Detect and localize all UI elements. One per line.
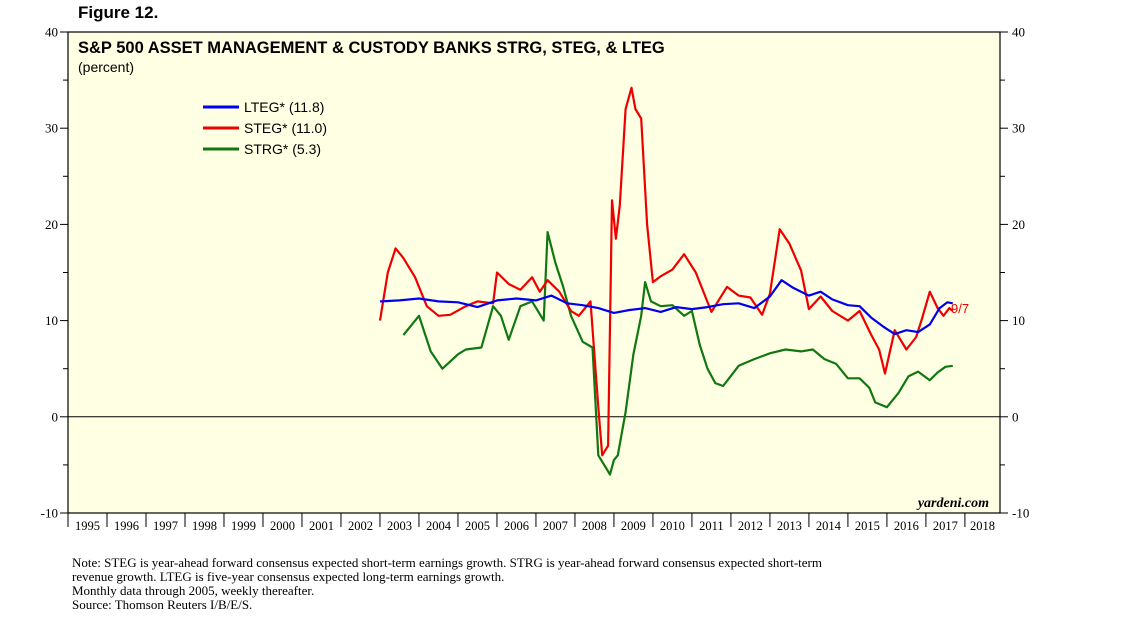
note-line-3: Monthly data through 2005, weekly therea… bbox=[72, 583, 315, 598]
x-tick-label: 1998 bbox=[192, 519, 217, 533]
x-tick-label: 2000 bbox=[270, 519, 295, 533]
x-tick-label: 1995 bbox=[75, 519, 100, 533]
legend-label-steg: STEG* (11.0) bbox=[244, 120, 327, 136]
x-tick-label: 2002 bbox=[348, 519, 373, 533]
y-tick-label-right: 40 bbox=[1012, 25, 1025, 40]
figure-label: Figure 12. bbox=[78, 3, 159, 22]
x-tick-label: 2001 bbox=[309, 519, 334, 533]
x-tick-label: 2008 bbox=[582, 519, 607, 533]
yardeni-watermark: yardeni.com bbox=[916, 496, 989, 511]
chart-title: S&P 500 ASSET MANAGEMENT & CUSTODY BANKS… bbox=[78, 39, 665, 57]
footnotes: Note: STEG is year-ahead forward consens… bbox=[72, 556, 1072, 612]
x-tick-label: 1997 bbox=[153, 519, 178, 533]
y-tick-label-right: 20 bbox=[1012, 217, 1025, 232]
y-tick-label-right: 0 bbox=[1012, 409, 1019, 424]
y-tick-label-left: 40 bbox=[45, 25, 58, 40]
y-tick-label-left: 30 bbox=[45, 121, 58, 136]
y-tick-label-left: 0 bbox=[52, 409, 59, 424]
series-line-steg bbox=[378, 86, 954, 457]
x-tick-label: 1999 bbox=[231, 519, 256, 533]
y-tick-label-right: 30 bbox=[1012, 121, 1025, 136]
x-tick-label: 2017 bbox=[933, 519, 958, 533]
plot-panel bbox=[67, 31, 1001, 514]
end-date-annotation: 9/7 bbox=[951, 301, 969, 316]
x-tick-label: 2005 bbox=[465, 519, 490, 533]
x-tick-label: 2016 bbox=[894, 519, 919, 533]
x-tick-label: 2018 bbox=[970, 519, 995, 533]
y-tick-label-left: 10 bbox=[45, 313, 58, 328]
x-tick-label: 2011 bbox=[699, 519, 724, 533]
legend: LTEG* (11.8) STEG* (11.0) STRG* (5.3) bbox=[203, 99, 327, 157]
series-line-strg bbox=[402, 231, 953, 476]
x-tick-label: 2009 bbox=[621, 519, 646, 533]
chart-subtitle: (percent) bbox=[78, 59, 134, 75]
note-line-2: revenue growth. LTEG is five-year consen… bbox=[72, 569, 505, 584]
y-tick-label-left: -10 bbox=[41, 506, 58, 521]
y-tick-label-right: -10 bbox=[1012, 506, 1029, 521]
x-tick-label: 2014 bbox=[816, 519, 842, 533]
legend-label-lteg: LTEG* (11.8) bbox=[244, 99, 324, 115]
series-line-lteg bbox=[379, 279, 954, 336]
note-line-4: Source: Thomson Reuters I/B/E/S. bbox=[72, 597, 253, 612]
x-tick-label: 2006 bbox=[504, 519, 529, 533]
x-tick-label: 2015 bbox=[855, 519, 880, 533]
x-tick-label: 2003 bbox=[387, 519, 412, 533]
y-tick-label-right: 10 bbox=[1012, 313, 1025, 328]
x-tick-label: 2012 bbox=[738, 519, 763, 533]
y-tick-label-left: 20 bbox=[45, 217, 58, 232]
x-tick-label: 2007 bbox=[543, 519, 568, 533]
legend-label-strg: STRG* (5.3) bbox=[244, 141, 321, 157]
x-tick-label: 2004 bbox=[426, 519, 452, 533]
x-tick-label: 2010 bbox=[660, 519, 685, 533]
x-tick-label: 1996 bbox=[114, 519, 139, 533]
note-line-1: Note: STEG is year-ahead forward consens… bbox=[72, 555, 822, 570]
x-tick-label: 2013 bbox=[777, 519, 802, 533]
